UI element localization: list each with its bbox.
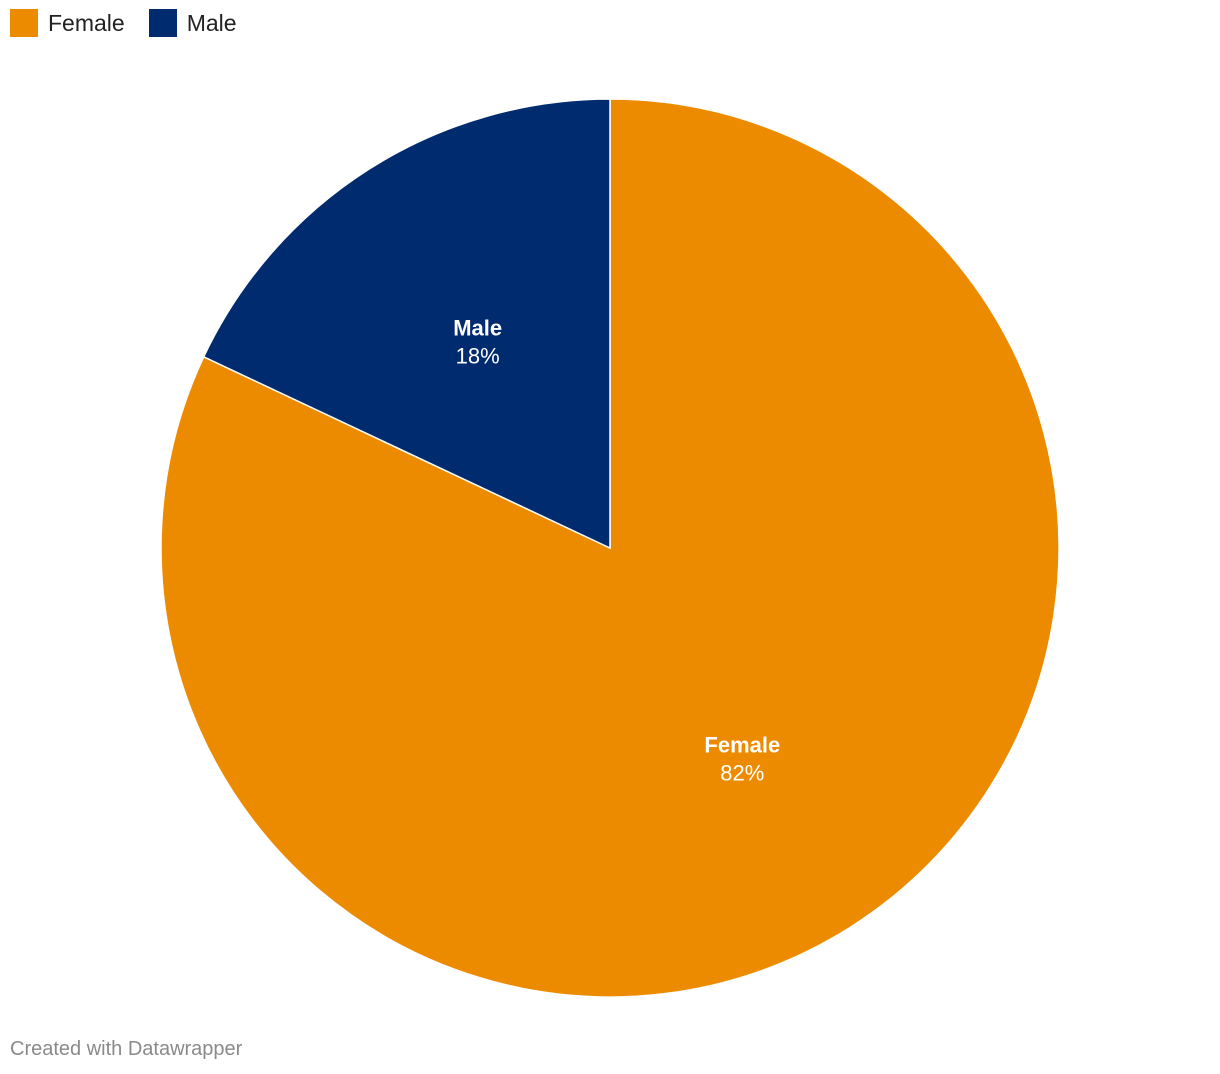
legend-item-female: Female — [10, 9, 125, 37]
slice-label-value-female: 82% — [720, 761, 764, 786]
legend-item-male: Male — [148, 9, 237, 37]
slice-label-name-female: Female — [704, 733, 780, 758]
slice-label-value-male: 18% — [456, 343, 500, 368]
legend-label-male: Male — [186, 9, 237, 36]
slice-label-name-male: Male — [453, 315, 502, 340]
legend-swatch-female — [10, 9, 38, 37]
chart-legend: Female Male — [10, 9, 237, 37]
pie-slice-male — [202, 98, 611, 550]
pie-labels: Female 82% Male 18% — [453, 315, 780, 785]
legend-swatch-male — [148, 9, 177, 37]
legend-label-female: Female — [48, 9, 125, 36]
pie-slices — [160, 98, 1060, 998]
footer-credit: Created with Datawrapper — [10, 1038, 243, 1060]
